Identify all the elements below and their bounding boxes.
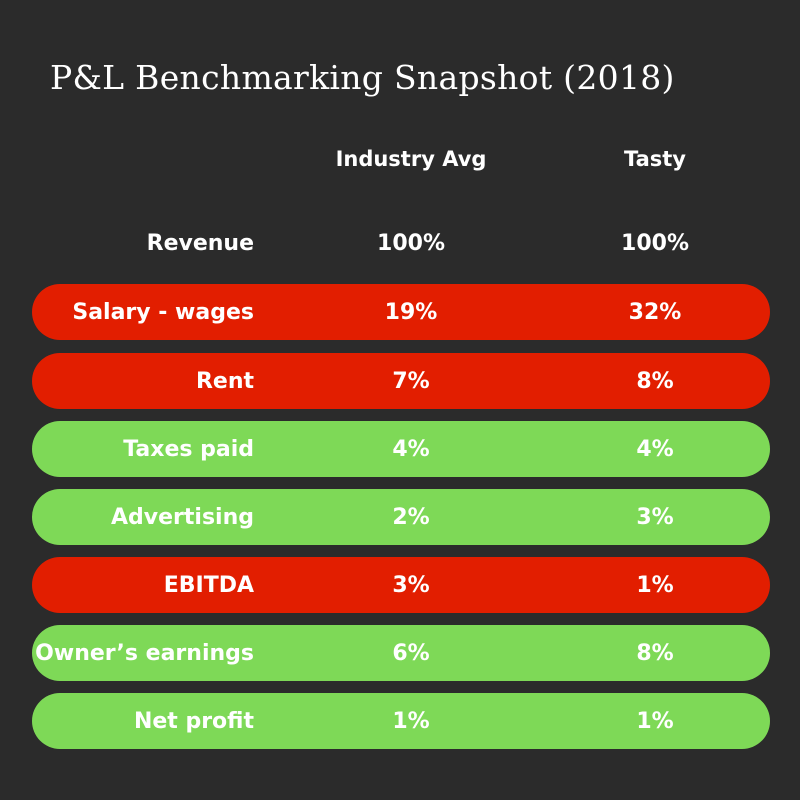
column-header-industry-avg: Industry Avg [335, 147, 487, 171]
row-label: Salary - wages [72, 299, 254, 325]
table-row-owners-earnings: Owner’s earnings 6% 8% [32, 625, 770, 681]
table-row-salary-wages: Salary - wages 19% 32% [32, 284, 770, 340]
industry-value: 1% [392, 708, 430, 734]
tasty-value: 100% [621, 230, 689, 256]
industry-value: 7% [392, 368, 430, 394]
table-row-rent: Rent 7% 8% [32, 353, 770, 409]
tasty-value: 32% [628, 299, 682, 325]
column-header-tasty: Tasty [623, 147, 686, 171]
row-label: EBITDA [163, 572, 254, 598]
row-label: Taxes paid [123, 436, 254, 462]
table-row-taxes-paid: Taxes paid 4% 4% [32, 421, 770, 477]
row-label: Revenue [146, 230, 254, 256]
tasty-value: 1% [636, 572, 674, 598]
tasty-value: 4% [636, 436, 674, 462]
tasty-value: 8% [636, 368, 674, 394]
row-label: Rent [195, 368, 254, 394]
tasty-value: 3% [636, 504, 674, 530]
industry-value: 2% [392, 504, 430, 530]
row-label: Owner’s earnings [35, 640, 254, 666]
tasty-value: 8% [636, 640, 674, 666]
table-row-net-profit: Net profit 1% 1% [32, 693, 770, 749]
industry-value: 19% [384, 299, 438, 325]
table-row-ebitda: EBITDA 3% 1% [32, 557, 770, 613]
table-row-revenue: Revenue 100% 100% [32, 215, 770, 271]
industry-value: 4% [392, 436, 430, 462]
industry-value: 3% [392, 572, 430, 598]
industry-value: 6% [392, 640, 430, 666]
tasty-value: 1% [636, 708, 674, 734]
row-label: Advertising [111, 504, 254, 530]
table-row-advertising: Advertising 2% 3% [32, 489, 770, 545]
industry-value: 100% [377, 230, 445, 256]
row-label: Net profit [133, 708, 254, 734]
page-title: P&L Benchmarking Snapshot (2018) [50, 58, 675, 97]
